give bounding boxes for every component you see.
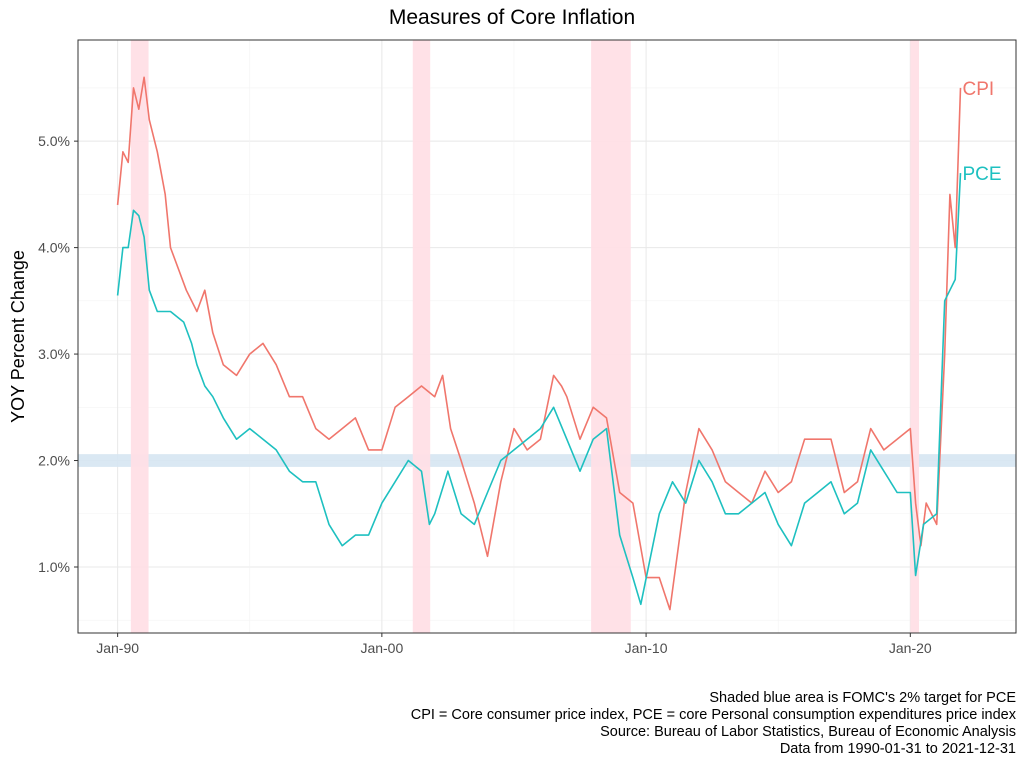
series-label-pce: PCE — [963, 164, 1002, 185]
y-tick-label: 1.0% — [38, 559, 70, 575]
shaded-areas — [78, 40, 1016, 633]
target-band — [78, 454, 1016, 467]
series-line-cpi — [116, 76, 962, 611]
axis-ticks: 1.0% 2.0% 3.0% 4.0% 5.0% Jan-90 Jan-00 Jan-10 Ja… — [38, 133, 932, 656]
y-tick-label: 5.0% — [38, 133, 70, 149]
series-label-cpi: CPI — [963, 79, 995, 100]
series-lines: CPI PCE — [116, 76, 1002, 611]
series-line-pce — [116, 173, 962, 606]
recession-band — [910, 40, 920, 633]
x-tick-label: Jan-00 — [360, 640, 403, 656]
caption-line-source: Source: Bureau of Labor Statistics, Bure… — [600, 724, 1016, 740]
recession-band — [591, 40, 631, 633]
x-tick-label: Jan-10 — [625, 640, 668, 656]
caption-line-date-range: Data from 1990-01-31 to 2021-12-31 — [779, 741, 1016, 757]
plot-panel-border — [77, 39, 1017, 634]
caption-line-target: Shaded blue area is FOMC's 2% target for… — [709, 690, 1016, 706]
x-tick-label: Jan-90 — [96, 640, 139, 656]
y-tick-label: 2.0% — [38, 453, 70, 469]
chart-title: Measures of Core Inflation — [388, 6, 636, 29]
grid-lines — [78, 40, 1016, 633]
recession-band — [130, 40, 149, 633]
y-tick-label: 4.0% — [38, 240, 70, 256]
recession-band — [412, 40, 431, 633]
caption-line-definitions: CPI = Core consumer price index, PCE = c… — [410, 707, 1016, 723]
caption: Shaded blue area is FOMC's 2% target for… — [411, 690, 1016, 758]
x-tick-label: Jan-20 — [889, 640, 932, 656]
y-tick-label: 3.0% — [38, 346, 70, 362]
y-axis-title: YOY Percent Change — [8, 250, 28, 423]
